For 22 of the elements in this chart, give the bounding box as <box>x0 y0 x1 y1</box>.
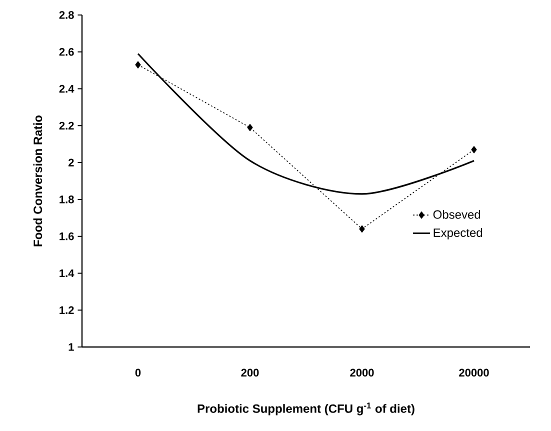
x-tick-label: 200 <box>241 368 259 377</box>
y-tick-label: 2 <box>68 158 74 166</box>
point <box>359 225 365 233</box>
point <box>247 124 253 132</box>
y-tick-label: 1.8 <box>60 196 74 204</box>
x-tick-label: 0 <box>135 368 141 377</box>
y-tick-label: 2.2 <box>59 122 74 130</box>
x-tick-label: 2000 <box>350 368 374 377</box>
y-tick-label: 2.6 <box>59 48 74 56</box>
legend-label: Expected <box>434 228 482 240</box>
y-tick-label: 1.2 <box>60 306 74 314</box>
y-tick-label: 2.4 <box>59 84 74 93</box>
legend-label: Obseved <box>433 210 480 219</box>
y-tick-label: 2.8 <box>59 11 74 19</box>
y-tick-label: 1.4 <box>60 269 74 278</box>
x-axis-title: Probiotic Supplement (CFU g$^{-1}$ of diet) <box>198 402 414 416</box>
y-axis-title: Food Conversion Ratio <box>33 115 42 246</box>
y-tick-label: 1.6 <box>60 232 74 240</box>
point <box>135 61 141 68</box>
y-tick-label: 1 <box>68 343 74 351</box>
point <box>471 146 477 154</box>
x-tick-label: 20000 <box>459 368 489 377</box>
